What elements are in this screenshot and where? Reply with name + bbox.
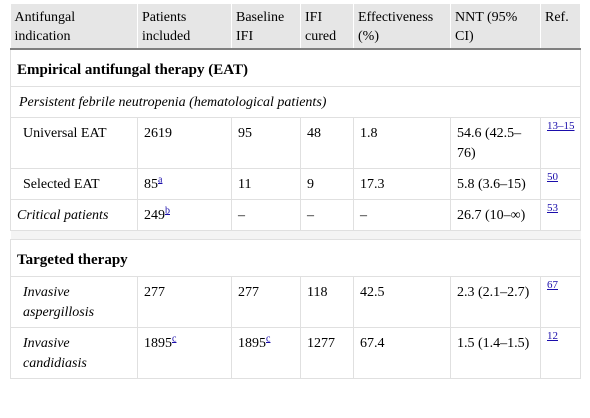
header-cured: IFI cured — [300, 4, 354, 50]
baseline-value: 1895 — [238, 336, 266, 351]
subsection-row: Persistent febrile neutropenia (hematolo… — [10, 86, 581, 118]
table-row: Selected EAT 85a 11 9 17.3 5.8 (3.6–15) … — [10, 168, 581, 200]
cell-effectiveness: 1.8 — [353, 117, 451, 169]
cell-effectiveness: 17.3 — [353, 168, 451, 200]
cell-effectiveness: – — [353, 199, 451, 231]
footnote-link[interactable]: c — [172, 333, 177, 345]
ref-link[interactable]: 13–15 — [547, 120, 575, 132]
cell-cured: – — [300, 199, 354, 231]
cell-baseline: 1895c — [231, 327, 301, 379]
cell-ref: 12 — [540, 327, 581, 379]
cell-ref: 13–15 — [540, 117, 581, 169]
cell-baseline: 95 — [231, 117, 301, 169]
cell-cured: 1277 — [300, 327, 354, 379]
section-row: Empirical antifungal therapy (EAT) — [10, 49, 581, 87]
cell-indication: Invasive aspergillosis — [10, 276, 138, 328]
header-row: Antifungal indication Patients included … — [10, 4, 581, 50]
data-table-container: Antifungal indication Patients included … — [10, 4, 581, 379]
ref-link[interactable]: 12 — [547, 330, 558, 342]
cell-nnt: 2.3 (2.1–2.7) — [450, 276, 541, 328]
cell-baseline: 277 — [231, 276, 301, 328]
cell-nnt: 54.6 (42.5–76) — [450, 117, 541, 169]
antifungal-effectiveness-table: Antifungal indication Patients included … — [10, 4, 581, 379]
cell-cured: 48 — [300, 117, 354, 169]
table-row: Critical patients 249b – – – 26.7 (10–∞)… — [10, 199, 581, 231]
patients-value: 1895 — [144, 336, 172, 351]
cell-ref: 50 — [540, 168, 581, 200]
footnote-link[interactable]: b — [165, 205, 170, 217]
cell-baseline: – — [231, 199, 301, 231]
ref-link[interactable]: 50 — [547, 171, 558, 183]
table-row: Universal EAT 2619 95 48 1.8 54.6 (42.5–… — [10, 117, 581, 169]
cell-nnt: 1.5 (1.4–1.5) — [450, 327, 541, 379]
cell-effectiveness: 67.4 — [353, 327, 451, 379]
cell-indication: Selected EAT — [10, 168, 138, 200]
patients-value: 2619 — [144, 126, 172, 141]
cell-cured: 9 — [300, 168, 354, 200]
spacer-row — [10, 230, 581, 240]
cell-patients: 2619 — [137, 117, 232, 169]
table-row: Invasive candidiasis 1895c 1895c 1277 67… — [10, 327, 581, 379]
header-nnt: NNT (95% CI) — [450, 4, 541, 50]
cell-patients: 249b — [137, 199, 232, 231]
cell-ref: 67 — [540, 276, 581, 328]
footnote-link[interactable]: a — [158, 174, 163, 186]
header-baseline: Baseline IFI — [231, 4, 301, 50]
cell-nnt: 26.7 (10–∞) — [450, 199, 541, 231]
ref-link[interactable]: 53 — [547, 202, 558, 214]
footnote-link[interactable]: c — [266, 333, 271, 345]
cell-indication: Invasive candidiasis — [10, 327, 138, 379]
cell-indication: Critical patients — [10, 199, 138, 231]
header-patients: Patients included — [137, 4, 232, 50]
section-row: Targeted therapy — [10, 239, 581, 277]
cell-baseline: 11 — [231, 168, 301, 200]
table-row: Invasive aspergillosis 277 277 118 42.5 … — [10, 276, 581, 328]
patients-value: 249 — [144, 208, 165, 223]
cell-indication: Universal EAT — [10, 117, 138, 169]
cell-patients: 85a — [137, 168, 232, 200]
ref-link[interactable]: 67 — [547, 279, 558, 291]
cell-patients: 1895c — [137, 327, 232, 379]
cell-cured: 118 — [300, 276, 354, 328]
cell-effectiveness: 42.5 — [353, 276, 451, 328]
section-title-eat: Empirical antifungal therapy (EAT) — [10, 49, 581, 87]
cell-ref: 53 — [540, 199, 581, 231]
patients-value: 85 — [144, 177, 158, 192]
section-title-targeted: Targeted therapy — [10, 239, 581, 277]
patients-value: 277 — [144, 285, 165, 300]
spacer-cell — [10, 230, 581, 240]
header-ref: Ref. — [540, 4, 581, 50]
cell-patients: 277 — [137, 276, 232, 328]
subsection-title-pfn: Persistent febrile neutropenia (hematolo… — [10, 86, 581, 118]
header-effectiveness: Effectiveness (%) — [353, 4, 451, 50]
cell-nnt: 5.8 (3.6–15) — [450, 168, 541, 200]
header-indication: Antifungal indication — [10, 4, 138, 50]
